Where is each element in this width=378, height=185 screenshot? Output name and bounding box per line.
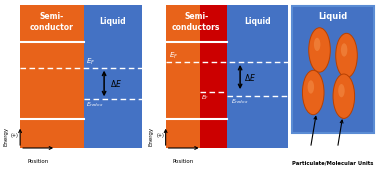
Text: $E_{redox}$: $E_{redox}$ (87, 100, 104, 109)
Circle shape (341, 43, 347, 57)
Circle shape (302, 70, 324, 115)
Circle shape (338, 84, 345, 97)
Text: $E_F$: $E_F$ (87, 57, 96, 67)
Circle shape (308, 80, 314, 94)
Bar (200, 5, 227, 148)
Circle shape (314, 38, 321, 51)
Text: $E_F$: $E_F$ (169, 51, 178, 61)
Text: Position: Position (173, 159, 194, 164)
Bar (292, 6, 374, 133)
Text: $\Delta E$: $\Delta E$ (245, 72, 256, 83)
Text: $E_F$: $E_F$ (201, 93, 210, 102)
Text: Particulate/Molecular Units: Particulate/Molecular Units (292, 160, 374, 165)
Text: $\Delta E$: $\Delta E$ (110, 78, 122, 89)
Text: Position: Position (28, 159, 49, 164)
Bar (227, 5, 288, 148)
Text: Energy: Energy (149, 127, 154, 147)
Circle shape (336, 33, 357, 78)
Text: Liquid: Liquid (318, 12, 348, 21)
Bar (166, 5, 200, 148)
Bar (20, 5, 84, 148)
Bar (84, 5, 142, 148)
Text: Liquid: Liquid (99, 17, 126, 26)
Text: (+): (+) (156, 133, 164, 138)
Text: $E_{redox}$: $E_{redox}$ (231, 97, 248, 106)
Circle shape (309, 28, 330, 72)
Text: (+): (+) (11, 133, 19, 138)
Text: Semi-
conductors: Semi- conductors (172, 12, 220, 31)
Text: Semi-
conductor: Semi- conductor (30, 12, 74, 31)
Text: Energy: Energy (3, 127, 8, 147)
Text: Liquid: Liquid (244, 17, 271, 26)
Circle shape (333, 74, 355, 118)
